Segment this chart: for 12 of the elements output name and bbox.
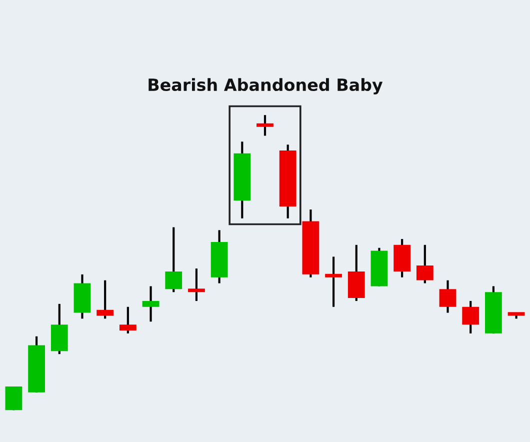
candlestick [416,244,434,284]
candlestick [119,306,136,334]
candlestick [165,226,182,294]
candlestick [142,285,160,323]
text: Bearish Abandoned Baby [148,78,383,94]
candlestick [188,267,205,302]
candlestick [5,385,22,412]
candlestick [256,114,274,137]
candlestick [439,279,456,314]
candlestick [325,256,342,308]
candlestick [96,279,114,320]
candlestick [462,300,480,334]
